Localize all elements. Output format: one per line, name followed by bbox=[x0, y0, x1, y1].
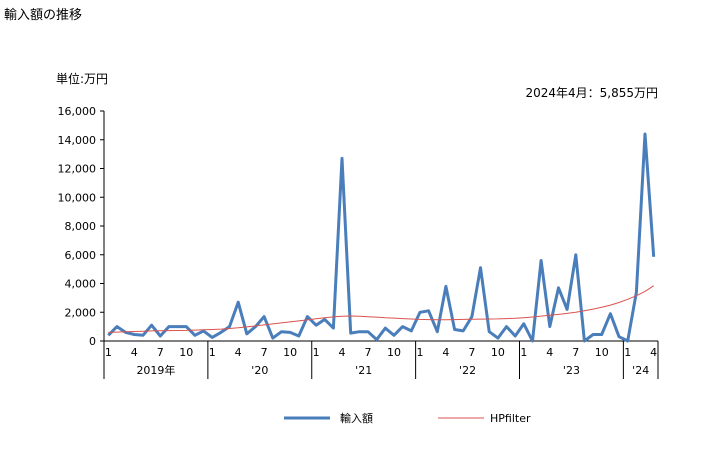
x-month-label: 4 bbox=[442, 346, 449, 359]
y-tick-label: 2,000 bbox=[65, 306, 97, 319]
x-month-label: 7 bbox=[261, 346, 268, 359]
y-tick-label: 16,000 bbox=[58, 105, 97, 118]
x-month-label: 4 bbox=[235, 346, 242, 359]
series-line-hpfilter bbox=[108, 285, 654, 333]
x-month-label: 1 bbox=[105, 346, 112, 359]
x-year-label: '21 bbox=[355, 364, 372, 377]
x-month-label: 7 bbox=[157, 346, 164, 359]
x-month-label: 1 bbox=[313, 346, 320, 359]
y-tick-label: 6,000 bbox=[65, 249, 97, 262]
x-month-label: 10 bbox=[491, 346, 505, 359]
x-month-label: 1 bbox=[209, 346, 216, 359]
y-tick-label: 0 bbox=[89, 335, 96, 348]
chart-title: 輸入額の推移 bbox=[4, 8, 83, 23]
y-tick-label: 14,000 bbox=[58, 134, 97, 147]
x-month-label: 1 bbox=[624, 346, 631, 359]
x-month-label: 4 bbox=[650, 346, 657, 359]
x-month-label: 10 bbox=[179, 346, 193, 359]
x-year-label: 2019年 bbox=[136, 363, 175, 377]
x-month-label: 10 bbox=[387, 346, 401, 359]
x-month-label: 4 bbox=[546, 346, 553, 359]
x-month-label: 4 bbox=[131, 346, 138, 359]
x-month-label: 7 bbox=[365, 346, 372, 359]
x-month-label: 7 bbox=[572, 346, 579, 359]
y-tick-label: 8,000 bbox=[65, 220, 97, 233]
latest-value-annotation: 2024年4月：5,855万円 bbox=[525, 86, 658, 100]
x-month-label: 7 bbox=[468, 346, 475, 359]
x-month-label: 4 bbox=[339, 346, 346, 359]
x-year-label: '24 bbox=[632, 364, 649, 377]
x-month-label: 1 bbox=[520, 346, 527, 359]
x-month-label: 1 bbox=[416, 346, 423, 359]
x-year-label: '22 bbox=[459, 364, 476, 377]
x-year-label: '20 bbox=[251, 364, 268, 377]
y-tick-label: 4,000 bbox=[65, 278, 97, 291]
y-tick-label: 12,000 bbox=[58, 163, 97, 176]
y-tick-label: 10,000 bbox=[58, 191, 97, 204]
x-month-label: 10 bbox=[283, 346, 297, 359]
x-month-label: 10 bbox=[595, 346, 609, 359]
unit-label: 単位:万円 bbox=[56, 72, 109, 86]
legend-item-hpfilter-label: HPfilter bbox=[490, 412, 531, 425]
series-line-import-value bbox=[107, 132, 656, 343]
x-year-label: '23 bbox=[563, 364, 580, 377]
legend-item-import-value-label: 輸入額 bbox=[340, 411, 373, 425]
